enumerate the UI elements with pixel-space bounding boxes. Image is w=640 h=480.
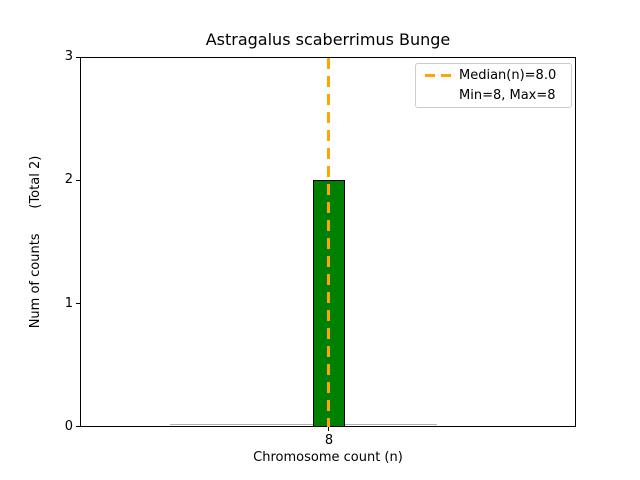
dashed-line-swatch <box>425 74 451 77</box>
y-tick-label: 0 <box>64 419 73 434</box>
legend-label-median: Median(n)=8.0 <box>459 68 557 83</box>
legend-label-minmax: Min=8, Max=8 <box>459 88 556 103</box>
legend-item-minmax: Min=8, Max=8 <box>425 86 571 106</box>
y-tick-mark <box>76 303 80 304</box>
chart-title: Astragalus scaberrimus Bunge <box>205 30 451 49</box>
y-tick-mark <box>76 57 80 58</box>
median-dashed-line <box>327 58 330 427</box>
y-tick-label: 1 <box>64 296 73 311</box>
y-tick-mark <box>76 180 80 181</box>
empty-swatch <box>425 94 451 97</box>
zero-count-bins-baseline <box>170 424 437 425</box>
legend: Median(n)=8.0 Min=8, Max=8 <box>415 63 572 108</box>
legend-item-median: Median(n)=8.0 <box>425 66 571 86</box>
x-axis-label: Chromosome count (n) <box>253 450 403 465</box>
y-tick-label: 3 <box>64 49 73 64</box>
y-tick-mark <box>76 426 80 427</box>
x-tick-mark <box>328 427 329 431</box>
y-tick-label: 2 <box>64 172 73 187</box>
x-tick-label: 8 <box>324 433 334 448</box>
